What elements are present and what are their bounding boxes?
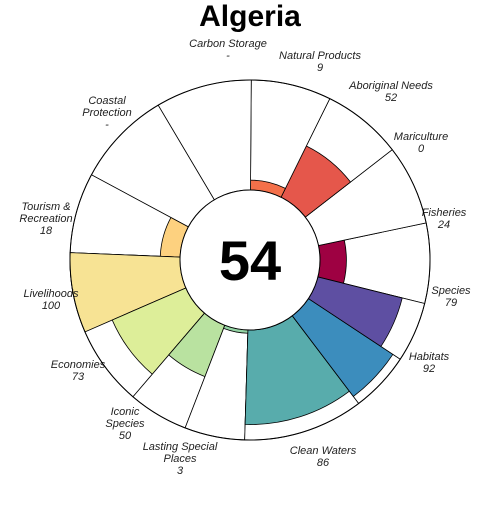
petal-label-fisheries: Fisheries 24 — [422, 207, 467, 231]
petal-label-economies: Economies 73 — [51, 359, 106, 383]
petal-label-carbon-storage: Carbon Storage - — [189, 38, 267, 62]
petal-label-clean-waters: Clean Waters 86 — [290, 445, 357, 469]
petal-label-livelihoods: Livelihoods 100 — [23, 288, 79, 312]
petal-label-aboriginal-needs: Aboriginal Needs 52 — [348, 80, 433, 104]
petal-label-lasting-special-places: Lasting Special Places 3 — [143, 441, 218, 477]
petal-label-natural-products: Natural Products 9 — [279, 50, 361, 74]
overall-score: 54 — [219, 229, 281, 292]
petal-label-habitats: Habitats 92 — [409, 351, 450, 375]
petal-label-mariculture: Mariculture 0 — [394, 131, 448, 155]
petal-label-iconic-species: Iconic Species 50 — [105, 406, 145, 442]
petal-label-tourism-recreation: Tourism & Recreation 18 — [19, 201, 72, 237]
petal-fisheries — [317, 239, 347, 284]
outer-circle — [69, 79, 431, 441]
petal-label-species: Species 79 — [431, 285, 471, 309]
label-layer: Fisheries 24 Mariculture 0 Aboriginal Needs 5… — [19, 38, 471, 477]
petal-label-coastal-protection: Coastal Protection - — [82, 95, 132, 131]
chart-title: Algeria — [199, 0, 301, 33]
center-circle — [179, 189, 321, 331]
